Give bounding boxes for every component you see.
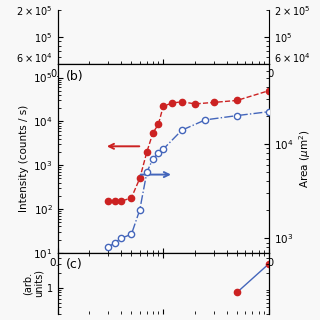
Text: (c): (c) (66, 258, 83, 271)
X-axis label: $P_\mathrm{pump}$ ($\mu$W): $P_\mathrm{pump}$ ($\mu$W) (131, 270, 195, 288)
Y-axis label: Area ($\mu$m$^2$): Area ($\mu$m$^2$) (297, 129, 313, 188)
Y-axis label: Intensity (counts / s): Intensity (counts / s) (19, 105, 29, 212)
Text: (b): (b) (66, 70, 84, 83)
Y-axis label: (arb.
units): (arb. units) (22, 269, 44, 297)
X-axis label: $P_\mathrm{pump}$ ($\mu$W): $P_\mathrm{pump}$ ($\mu$W) (133, 81, 194, 97)
